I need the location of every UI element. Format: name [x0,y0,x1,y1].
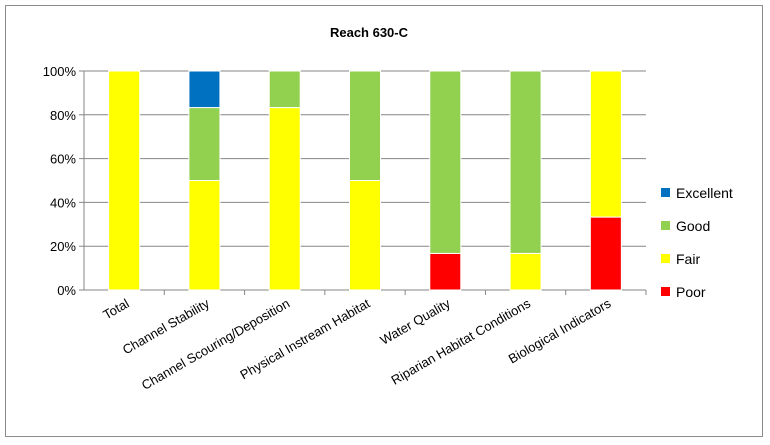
bar-segment-good [188,107,221,181]
bar-segment-fair [268,107,301,291]
bars [108,70,622,291]
bar-segment-excellent [188,70,221,109]
legend-swatch-poor [661,287,670,296]
y-tick-label: 60% [50,152,76,167]
bar-segment-fair [589,70,622,218]
bar-segment-good [509,70,542,254]
legend-swatch-excellent [661,188,670,197]
y-tick-label: 40% [50,195,76,210]
legend-label-poor: Poor [676,284,706,300]
x-tick-label: Water Quality [378,295,454,347]
chart-area: Reach 630-C 0% 20% 40% 60% 80% 100% Total Chan… [5,5,763,437]
chart-title: Reach 630-C [330,25,409,40]
bar-segment-fair [188,180,221,291]
bar-segment-good [429,70,462,254]
legend-swatch-good [661,221,670,230]
legend: Excellent Good Fair Poor [661,185,733,300]
bar-segment-fair [108,70,141,291]
x-tick-label: Total [100,296,131,323]
bar-segment-good [268,70,301,109]
bar-segment-poor [429,252,462,291]
legend-label-good: Good [676,218,710,234]
stacked-bar-chart: Reach 630-C 0%20%40%60%80%100% TotalChan… [43,25,733,393]
bar-segment-poor [589,216,622,291]
bar-segment-fair [349,180,381,291]
y-tick-label: 20% [50,239,76,254]
y-tick-label: 100% [43,64,77,79]
y-tick-label: 0% [57,283,76,298]
x-tick-label: Riparian Habitat Conditions [389,295,534,387]
legend-label-excellent: Excellent [676,185,733,201]
legend-swatch-fair [661,254,670,263]
axes: 0% 20% 40% 60% 80% 100% [43,64,647,298]
bar-segment-good [349,70,381,181]
y-tick-label: 80% [50,108,76,123]
x-tick-label: Physical Instream Habitat [237,295,372,382]
legend-label-fair: Fair [676,251,700,267]
bar-segment-fair [509,252,542,291]
x-tick-label: Channel Scouring/Deposition [139,296,292,393]
